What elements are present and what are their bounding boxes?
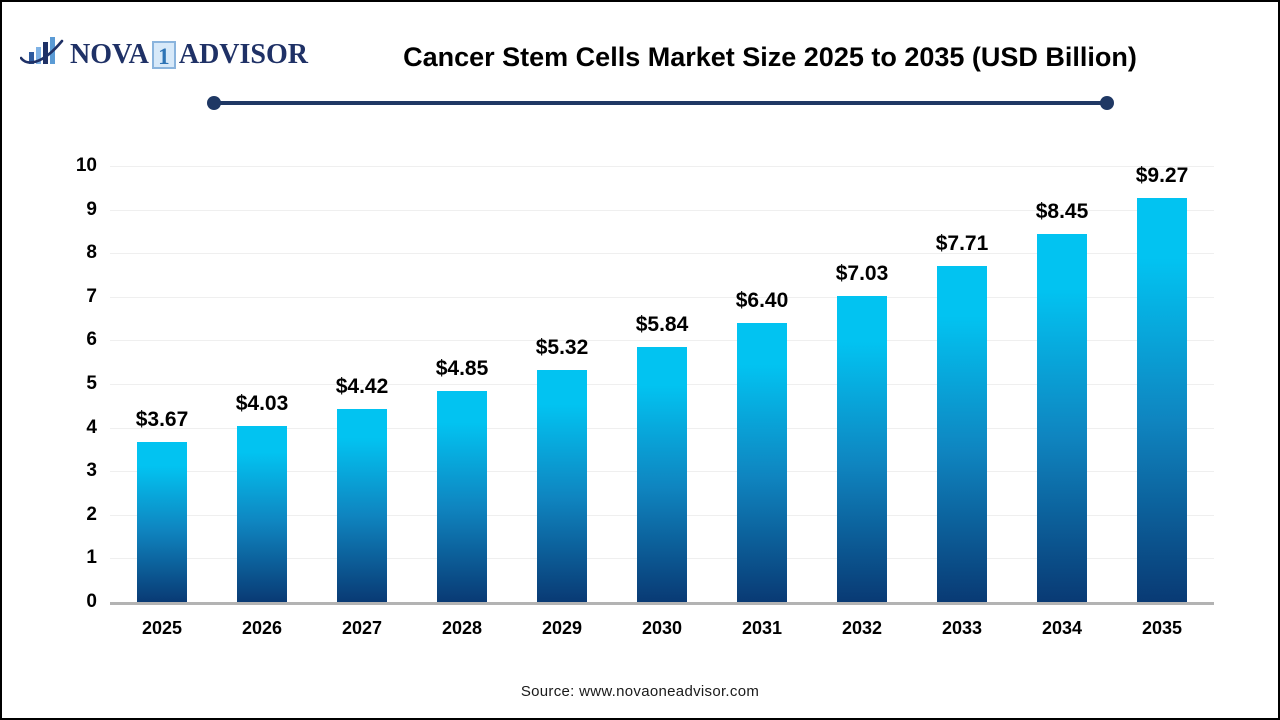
y-tick-label: 7 — [86, 285, 97, 307]
value-label-2033: $7.71 — [935, 231, 989, 255]
divider-dot-left-icon — [207, 96, 221, 110]
y-tick-label: 10 — [75, 155, 97, 176]
y-tick-label: 0 — [86, 591, 97, 612]
y-tick-label: 2 — [86, 503, 97, 525]
plot-area: 0 1 2 3 4 5 6 7 8 9 10 $3.67 2025 $4.03 2026 $4.42 2027 $… — [76, 155, 1214, 638]
bar-2028 — [437, 390, 487, 602]
x-tick-label-2029: 2029 — [541, 618, 583, 638]
y-tick-label: 5 — [86, 373, 97, 394]
y-tick-label: 6 — [86, 329, 97, 351]
value-label-2034: $8.45 — [1035, 199, 1089, 223]
x-axis-line — [110, 602, 1214, 605]
logo-text-nova: NOVA — [70, 38, 149, 70]
value-label-2027: $4.42 — [335, 375, 389, 399]
x-tick-label-2034: 2034 — [1041, 618, 1083, 638]
divider-dot-right-icon — [1100, 96, 1114, 110]
x-tick-label-2035: 2035 — [1141, 618, 1183, 638]
logo-text-one-box: 1 — [151, 40, 176, 69]
bar-2025 — [137, 442, 187, 602]
x-tick-label-2025: 2025 — [141, 618, 183, 638]
bar-2032 — [837, 295, 887, 602]
x-tick-label-2026: 2026 — [241, 618, 283, 638]
gridline — [110, 166, 1214, 167]
gridline — [110, 296, 1214, 298]
bar-2031 — [737, 322, 787, 602]
value-label-2025: $3.67 — [135, 408, 189, 431]
value-label-2035: $9.27 — [1135, 163, 1189, 187]
x-tick-label-2028: 2028 — [441, 618, 483, 638]
value-label-2026: $4.03 — [235, 392, 289, 416]
x-tick-label-2027: 2027 — [341, 618, 383, 638]
y-tick-label: 3 — [86, 460, 97, 482]
value-label-2032: $7.03 — [835, 261, 889, 285]
gridline — [110, 209, 1214, 211]
gridline — [110, 340, 1214, 342]
y-tick-label: 9 — [86, 198, 97, 220]
chart-title: Cancer Stem Cells Market Size 2025 to 20… — [403, 42, 1137, 72]
x-tick-label-2030: 2030 — [641, 618, 683, 638]
logo-text-advisor: ADVISOR — [178, 38, 308, 70]
bar-2033 — [937, 265, 987, 602]
x-tick-label-2032: 2032 — [841, 618, 883, 638]
bar-2035 — [1137, 197, 1187, 602]
y-tick-label: 8 — [86, 242, 97, 264]
bar-2030 — [637, 347, 687, 602]
logo-bar-chart-swoosh-icon — [19, 32, 66, 77]
gridline — [110, 253, 1214, 255]
bar-2026 — [237, 426, 287, 602]
source-text: Source: www.novaoneadvisor.com — [520, 683, 760, 700]
x-tick-label-2033: 2033 — [941, 618, 983, 638]
value-label-2030: $5.84 — [635, 313, 689, 337]
value-label-2031: $6.40 — [735, 288, 789, 312]
value-label-2028: $4.85 — [435, 356, 489, 380]
x-tick-label-2031: 2031 — [741, 618, 783, 638]
y-tick-label: 4 — [86, 416, 97, 438]
bar-2034 — [1037, 233, 1087, 602]
title-divider — [207, 96, 1114, 110]
logo: NOVA 1 ADVISOR — [19, 32, 308, 77]
bar-2029 — [537, 370, 587, 602]
bar-2027 — [337, 409, 387, 602]
value-label-2029: $5.32 — [535, 336, 589, 360]
y-tick-label: 1 — [86, 547, 97, 569]
